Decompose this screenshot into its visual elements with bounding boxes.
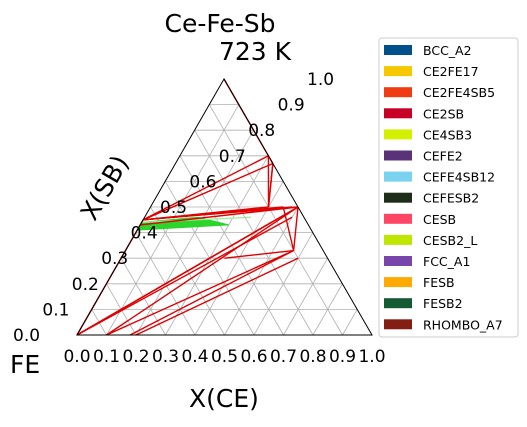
legend-swatch	[384, 277, 412, 287]
legend-frame	[379, 38, 518, 337]
y-tick-label: 1.0	[307, 70, 334, 90]
x-tick-label: 0.8	[299, 347, 326, 367]
legend-swatch	[384, 66, 412, 76]
legend-label: RHOMBO_A7	[423, 317, 503, 332]
legend-label: CEFESB2	[423, 191, 479, 206]
x-tick-label: 0.5	[211, 347, 238, 367]
y-tick-label: 0.3	[101, 249, 128, 269]
y-tick-label: 0.2	[72, 275, 99, 295]
legend-swatch	[384, 256, 412, 266]
x-tick-label: 0.0	[63, 347, 90, 367]
legend-label: FESB	[423, 275, 455, 290]
legend-label: CE4SB3	[423, 127, 472, 142]
tie-line	[136, 258, 298, 335]
legend-swatch	[384, 235, 412, 245]
legend-label: CEFE4SB12	[423, 170, 495, 185]
y-tick-label: 0.1	[42, 300, 69, 320]
tie-line	[224, 251, 293, 259]
legend-swatch	[384, 129, 412, 139]
y-tick-label: 0.7	[219, 147, 246, 167]
legend-swatch	[384, 193, 412, 203]
legend-swatch	[384, 172, 412, 182]
grid-lines	[92, 105, 358, 335]
x-tick-label: 0.9	[329, 347, 356, 367]
legend-swatch	[384, 298, 412, 308]
legend-label: FESB2	[423, 296, 463, 311]
legend-swatch	[384, 319, 412, 329]
y-tick-label: 0.9	[278, 96, 305, 116]
y-tick-label: 0.8	[248, 121, 275, 141]
legend-label: FCC_A1	[423, 254, 470, 269]
x-tick-label: 0.7	[270, 347, 297, 367]
legend-label: CE2SB	[423, 106, 464, 121]
legend-swatch	[384, 214, 412, 224]
grid-line-ce	[225, 207, 299, 335]
x-tick-label: 0.2	[122, 347, 149, 367]
legend-label: CE2FE17	[423, 64, 479, 79]
corner-label-fe: FE	[10, 350, 40, 379]
chart-subtitle: 723 K	[219, 37, 292, 66]
y-tick-label: 0.4	[131, 224, 158, 244]
grid-line-ce	[343, 309, 358, 335]
x-tick-label: 1.0	[358, 347, 385, 367]
legend: BCC_A2 CE2FE17 CE2FE4SB5 CE2SB CE4SB3 CEFE2 CE…	[379, 38, 518, 337]
legend-swatch	[384, 151, 412, 161]
x-tick-label: 0.4	[181, 347, 208, 367]
tie-line	[77, 222, 271, 335]
grid-line-ce	[284, 258, 328, 335]
legend-label: CESB	[423, 212, 456, 227]
legend-swatch	[384, 87, 412, 97]
legend-swatch	[384, 108, 412, 118]
legend-label: CEFE2	[423, 149, 463, 164]
legend-label: BCC_A2	[423, 43, 472, 58]
y-tick-label: 0.5	[160, 198, 187, 218]
y-tick-label: 0.0	[13, 326, 40, 346]
y-tick-label: 0.6	[189, 172, 216, 192]
x-tick-label: 0.3	[152, 347, 179, 367]
y-axis-label: X(SB)	[75, 150, 135, 225]
x-tick-label: 0.6	[240, 347, 267, 367]
chart-title: Ce-Fe-Sb	[164, 9, 275, 38]
x-axis-label: X(CE)	[189, 384, 259, 413]
legend-swatch	[384, 45, 412, 55]
legend-label: CE2FE4SB5	[423, 85, 495, 100]
x-tick-label: 0.1	[93, 347, 120, 367]
legend-label: CESB2_L	[423, 233, 477, 248]
